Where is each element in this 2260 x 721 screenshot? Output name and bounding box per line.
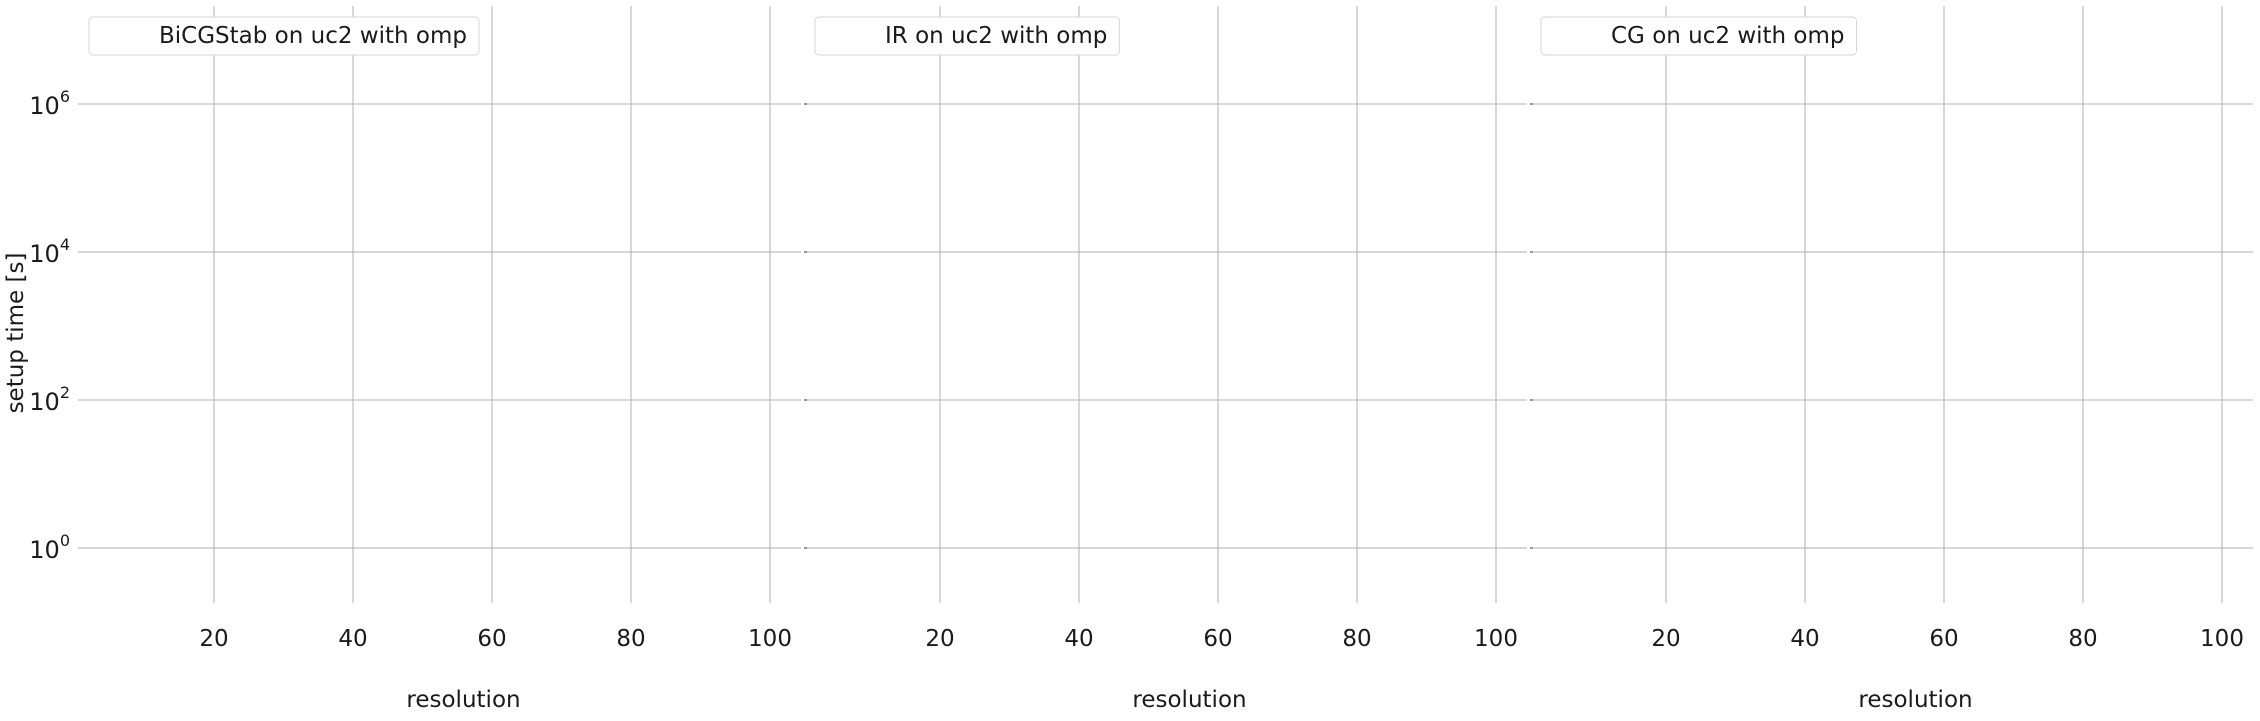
x-tick-label: 60 xyxy=(1929,626,1958,652)
subplot-3: 20 40 60 80 100 resolution CG on uc2 with omp xyxy=(1530,6,2253,713)
legend-box xyxy=(814,16,1120,56)
x-axis-label: resolution xyxy=(1132,687,1246,713)
y-axis-label: setup time [s] xyxy=(3,253,29,414)
x-tick-label: 100 xyxy=(2200,626,2244,652)
x-tick-label: 20 xyxy=(925,626,954,652)
y-tick-label: 102 xyxy=(29,383,70,416)
x-tick-label: 20 xyxy=(1651,626,1680,652)
subplot-2: 20 40 60 80 100 resolution IR on uc2 with omp xyxy=(804,6,1527,713)
y-tick-label: 104 xyxy=(29,235,70,268)
subplot-1: 20 40 60 80 100 100 102 104 106 resolution BiCGSta… xyxy=(29,6,801,713)
x-tick-label: 80 xyxy=(616,626,645,652)
x-tick-label: 80 xyxy=(2068,626,2097,652)
legend-label: BiCGStab on uc2 with omp xyxy=(159,23,467,49)
x-tick-label: 60 xyxy=(1203,626,1232,652)
x-tick-label: 40 xyxy=(338,626,367,652)
x-tick-label: 40 xyxy=(1064,626,1093,652)
legend-box xyxy=(88,16,480,56)
y-tick-label: 106 xyxy=(29,87,70,120)
x-tick-label: 40 xyxy=(1790,626,1819,652)
x-tick-label: 20 xyxy=(199,626,228,652)
legend-label: CG on uc2 with omp xyxy=(1611,23,1845,49)
x-axis-label: resolution xyxy=(1858,687,1972,713)
legend-box xyxy=(1540,16,1858,56)
x-tick-label: 100 xyxy=(1474,626,1518,652)
y-tick-label: 100 xyxy=(29,531,70,564)
x-tick-label: 80 xyxy=(1342,626,1371,652)
legend-label: IR on uc2 with omp xyxy=(885,23,1107,49)
x-tick-label: 100 xyxy=(748,626,792,652)
x-tick-label: 60 xyxy=(477,626,506,652)
x-axis-label: resolution xyxy=(406,687,520,713)
